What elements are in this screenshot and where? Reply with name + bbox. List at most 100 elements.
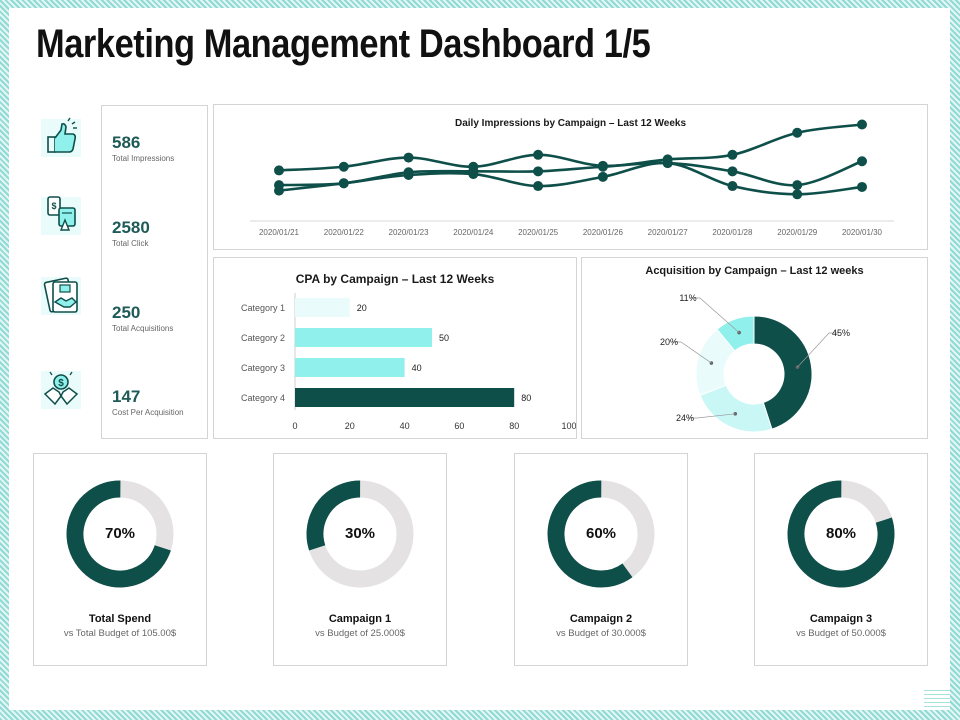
data-point — [338, 161, 349, 172]
donut-progress-arc — [547, 480, 655, 588]
x-tick-label: 2020/01/25 — [518, 228, 559, 237]
bar-value-label: 50 — [439, 333, 449, 343]
data-point — [792, 180, 803, 191]
data-point — [403, 152, 414, 163]
budget-percent: 60% — [585, 525, 617, 542]
budget-subtitle: vs Budget of 25.000$ — [315, 628, 405, 639]
kpi-acquisitions-label: Total Acquisitions — [112, 324, 174, 333]
budget-subtitle: vs Budget of 50.000$ — [796, 628, 886, 639]
thumbs-up-icon — [41, 117, 81, 157]
x-tick-label: 2020/01/28 — [712, 228, 753, 237]
category-label: Category 1 — [241, 303, 285, 313]
x-tick-label: 20 — [345, 421, 355, 431]
data-point — [338, 178, 349, 189]
data-point — [597, 161, 608, 172]
slice-label-dot — [733, 412, 738, 416]
slice-leader-line — [687, 413, 736, 419]
corner-decoration — [924, 690, 950, 710]
bar-chart-svg: Category 1 20 Category 2 50 Category 3 40 Cate… — [241, 293, 576, 431]
data-point — [533, 166, 544, 177]
x-tick-label: 2020/01/21 — [259, 228, 300, 237]
kpi-acquisitions-value: 250 — [112, 303, 141, 322]
kpi-clicks-value: 2580 — [112, 218, 150, 237]
series-line-1 — [278, 123, 863, 172]
page-title: Marketing Management Dashboard 1/5 — [36, 22, 651, 66]
donut-chart-title: Acquisition by Campaign – Last 12 weeks — [645, 265, 864, 277]
acquisition-donut-chart-panel: Acquisition by Campaign – Last 12 weeks … — [581, 257, 928, 439]
x-tick-label: 100 — [561, 421, 576, 431]
data-point — [597, 171, 608, 182]
data-point — [727, 149, 738, 160]
bar — [295, 388, 515, 407]
x-tick-label: 60 — [454, 421, 464, 431]
x-tick-label: 2020/01/23 — [389, 228, 430, 237]
budget-subtitle: vs Total Budget of 105.00$ — [63, 628, 177, 639]
bar-value-label: 80 — [521, 393, 531, 403]
x-tick-label: 2020/01/26 — [583, 228, 624, 237]
data-point — [533, 149, 544, 160]
bar — [295, 358, 405, 377]
slice-label: 11% — [679, 293, 696, 303]
donut-progress-arc — [306, 480, 414, 588]
dollar-hands-icon: $ — [41, 371, 81, 409]
data-point — [274, 165, 284, 176]
cpa-bar-chart-panel: CPA by Campaign – Last 12 Weeks Category… — [213, 257, 577, 439]
kpi-cpa-label: Cost Per Acquisition — [112, 408, 184, 417]
pie-slice — [699, 384, 773, 433]
budget-percent: 70% — [104, 525, 136, 542]
data-point — [857, 181, 867, 192]
x-tick-label: 40 — [400, 421, 410, 431]
data-point — [662, 158, 673, 169]
pie-slice — [716, 315, 755, 352]
kpi-clicks-label: Total Click — [112, 239, 149, 248]
slice-leader-line — [690, 297, 740, 333]
dashboard-canvas: Marketing Management Dashboard 1/5 $ $ 5… — [9, 8, 950, 710]
bar — [295, 328, 432, 347]
data-point — [857, 119, 867, 130]
slice-label: 45% — [832, 328, 850, 338]
budget-percent: 80% — [825, 525, 857, 542]
x-tick-label: 2020/01/24 — [453, 228, 494, 237]
data-point — [727, 166, 738, 177]
bar-chart-title: CPA by Campaign – Last 12 Weeks — [295, 272, 495, 286]
line-chart-svg: 2020/01/21 2020/01/22 2020/01/23 2020/01/24… — [250, 119, 894, 237]
budget-percent: 30% — [344, 525, 376, 542]
slice-leader-line — [797, 332, 839, 368]
data-point — [857, 156, 867, 167]
budget-donut-campaign-2 — [547, 480, 655, 588]
slice-label: 20% — [660, 337, 678, 347]
slice-label: 24% — [676, 413, 694, 423]
pie-slice — [753, 315, 813, 430]
data-point — [792, 189, 803, 200]
impressions-line-chart-panel: Daily Impressions by Campaign – Last 12 … — [213, 104, 928, 250]
category-label: Category 2 — [241, 333, 285, 343]
slice-leader-line — [671, 341, 712, 364]
category-label: Category 4 — [241, 393, 285, 403]
mobile-click-icon: $ — [41, 196, 81, 235]
series-line-3 — [278, 161, 863, 196]
kpi-cpa-value: 147 — [112, 387, 141, 406]
data-point — [274, 185, 284, 196]
data-point — [792, 127, 803, 138]
x-tick-label: 80 — [509, 421, 519, 431]
bar-value-label: 20 — [357, 303, 367, 313]
kpi-impressions-value: 586 — [112, 133, 141, 152]
budget-card-total-spend: 70% Total Spend vs Total Budget of 105.0… — [33, 453, 207, 666]
x-tick-label: 2020/01/22 — [324, 228, 365, 237]
budget-name: Campaign 1 — [328, 613, 392, 625]
svg-text:$: $ — [51, 201, 56, 211]
x-tick-label: 2020/01/30 — [842, 228, 883, 237]
x-tick-label: 0 — [292, 421, 297, 431]
svg-text:$: $ — [58, 378, 64, 389]
budget-donut-campaign-3 — [787, 480, 895, 588]
budget-name: Campaign 3 — [809, 613, 873, 625]
x-tick-label: 2020/01/29 — [777, 228, 818, 237]
x-tick-label: 2020/01/27 — [648, 228, 689, 237]
handshake-icon — [41, 277, 81, 315]
category-label: Category 3 — [241, 363, 285, 373]
budget-donut-total-spend — [66, 480, 174, 588]
budget-card-campaign-2: 60% Campaign 2 vs Budget of 30.000$ — [514, 453, 688, 666]
donut-progress-arc — [787, 480, 895, 588]
data-point — [403, 170, 414, 181]
data-point — [727, 181, 738, 192]
